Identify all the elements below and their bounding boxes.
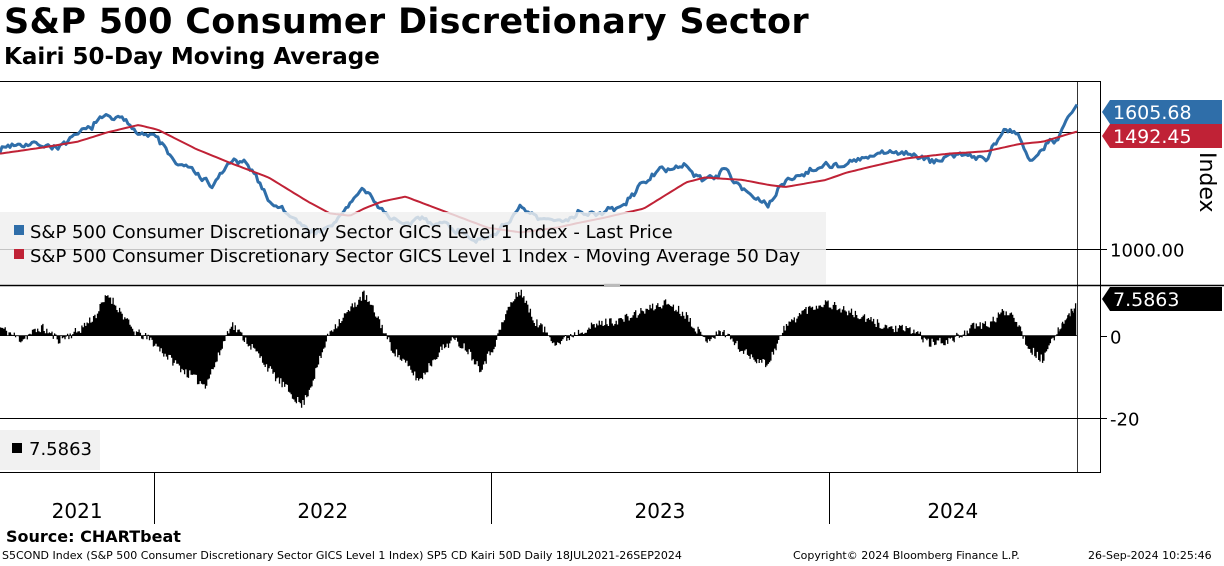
kairi-last-value-tag: 7.5863 [1113,289,1179,311]
chart-frame [0,81,1224,473]
kairi-bars [0,289,1077,408]
lower-legend: 7.5863 [0,430,100,470]
page-title: S&P 500 Consumer Discretionary Sector [4,2,809,42]
lower-tick-label: 0 [1110,328,1121,349]
upper-tick-label: 1000.00 [1110,241,1184,262]
upper-legend: S&P 500 Consumer Discretionary Sector GI… [0,212,826,284]
x-axis: 2021 2022 2023 2024 [52,473,978,524]
panel-divider-handle[interactable] [604,283,620,287]
y-axis-label: Index [1194,152,1219,213]
footer-bar: S5COND Index (S&P 500 Consumer Discretio… [0,548,1224,566]
footer-copyright: Copyright© 2024 Bloomberg Finance L.P. [793,549,1020,562]
chart-area: S&P 500 Consumer Discretionary Sector GI… [0,81,1224,524]
footer-ticker-description: S5COND Index (S&P 500 Consumer Discretio… [2,549,682,562]
year-label: 2021 [52,499,103,523]
page-subtitle: Kairi 50-Day Moving Average [4,44,380,70]
year-label: 2024 [927,499,978,523]
year-label: 2022 [297,499,348,523]
source-note: Source: CHARTbeat [6,527,181,546]
year-label: 2023 [635,499,686,523]
ma-last-value-tag-background [1102,124,1222,148]
lower-tick-label: -20 [1110,410,1139,431]
footer-timestamp: 26-Sep-2024 10:25:46 [1088,549,1212,562]
price-last-value-tag-background [1102,100,1222,124]
lower-legend-swatch [12,443,22,453]
legend-entry: S&P 500 Consumer Discretionary Sector GI… [30,246,800,267]
kairi-histogram [0,289,1077,408]
legend-entry: S&P 500 Consumer Discretionary Sector GI… [30,222,673,243]
ma-last-value-tag: 1492.45 [1113,126,1192,148]
legend-swatch [14,225,24,235]
legend-box [0,212,826,284]
legend-swatch [14,249,24,259]
price-last-value-tag: 1605.68 [1113,102,1192,124]
lower-legend-entry: 7.5863 [29,439,92,460]
kairi-last-value-background [1102,287,1222,311]
